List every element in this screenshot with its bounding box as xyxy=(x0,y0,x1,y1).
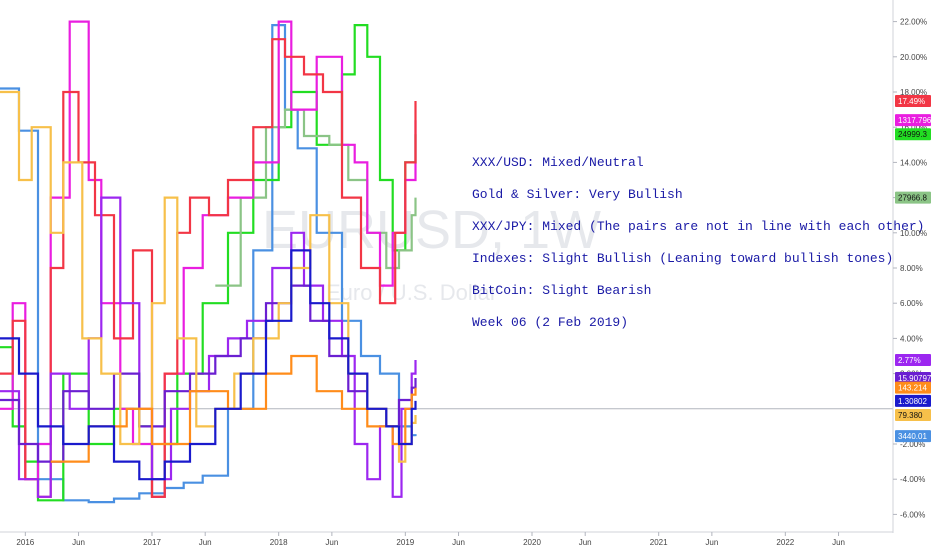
watermark-symbol: EURUSD, 1W xyxy=(262,200,601,260)
y-tick-label: 20.00% xyxy=(900,53,927,62)
price-badge: 1.30802 xyxy=(895,394,931,407)
annotation-line-3: XXX/JPY: Mixed (The pairs are not in lin… xyxy=(472,219,924,234)
price-badge-label: 3440.01 xyxy=(898,432,927,441)
price-badge: 79.380 xyxy=(895,408,931,421)
annotation-line-1: XXX/USD: Mixed/Neutral xyxy=(472,155,644,170)
price-badge: 3440.01 xyxy=(895,430,931,443)
price-badge-bg xyxy=(895,128,931,141)
price-badge-label: 1.30802 xyxy=(898,397,927,406)
annotation-line-4: Indexes: Slight Bullish (Leaning toward … xyxy=(472,251,893,266)
price-badge-label: 2.77% xyxy=(898,356,921,365)
y-tick-label: 6.00% xyxy=(900,299,923,308)
series-line-6 xyxy=(0,196,417,498)
price-badge: 15.90797 xyxy=(895,372,932,384)
price-badge-label: 15.90797 xyxy=(898,374,932,383)
y-tick-label: -2.00% xyxy=(900,440,925,449)
watermark-description: Euro / U.S. Dollar xyxy=(326,280,497,305)
x-tick-label: 2020 xyxy=(523,538,541,547)
price-badge-label: 24999.3 xyxy=(898,130,927,139)
price-badge: 143.214 xyxy=(895,381,931,394)
watermark: EURUSD, 1W Euro / U.S. Dollar xyxy=(262,200,601,305)
price-badge-bg xyxy=(895,354,931,367)
price-badge-bg xyxy=(895,191,931,204)
y-tick-label: 22.00% xyxy=(900,18,927,27)
annotation-line-5: BitCoin: Slight Bearish xyxy=(472,283,651,298)
x-tick-label: 2018 xyxy=(270,538,288,547)
annotation-block: XXX/USD: Mixed/Neutral Gold & Silver: Ver… xyxy=(472,155,924,330)
x-tick-label: Jun xyxy=(832,538,845,547)
price-badge: 1317.796 xyxy=(895,114,932,127)
series-line-9 xyxy=(50,354,417,463)
x-tick-label: Jun xyxy=(705,538,718,547)
price-badge-label: 17.49% xyxy=(898,97,925,106)
y-tick-label: 16.00% xyxy=(900,123,927,132)
price-badge: 17.49% xyxy=(895,94,931,107)
price-badges: 17.49% 1317.796 24999.3 27966.8 2.77% 15.9079… xyxy=(895,94,932,443)
price-badge-bg xyxy=(895,372,931,384)
price-badge: 24999.3 xyxy=(895,128,931,141)
annotation-line-2: Gold & Silver: Very Bullish xyxy=(472,187,683,202)
price-badge-label: 1317.796 xyxy=(898,116,932,125)
price-badge-label: 27966.8 xyxy=(898,194,927,203)
x-tick-label: 2017 xyxy=(143,538,161,547)
price-badge-bg xyxy=(895,430,931,443)
x-tick-label: Jun xyxy=(72,538,85,547)
price-badge-bg xyxy=(895,408,931,421)
price-badge-bg xyxy=(895,394,931,407)
x-tick-label: 2021 xyxy=(650,538,668,547)
time-axis[interactable]: 2016 Jun 2017 Jun 2018 Jun 2019 Jun 2020 Jun 2021 J… xyxy=(16,532,845,547)
price-badge-label: 143.214 xyxy=(898,384,927,393)
series-line-5 xyxy=(0,38,417,498)
plot-lines xyxy=(0,20,893,504)
x-tick-label: 2022 xyxy=(776,538,794,547)
x-tick-label: Jun xyxy=(325,538,338,547)
price-badge-label: 79.380 xyxy=(898,411,923,420)
y-tick-label: -4.00% xyxy=(900,475,925,484)
x-tick-label: 2019 xyxy=(396,538,414,547)
y-tick-label: 4.00% xyxy=(900,334,923,343)
y-tick-label: 8.00% xyxy=(900,264,923,273)
x-tick-label: 2016 xyxy=(16,538,34,547)
series-line-4 xyxy=(0,20,417,498)
y-tick-label: 14.00% xyxy=(900,158,927,167)
x-tick-label: Jun xyxy=(579,538,592,547)
price-badge-bg xyxy=(895,94,931,107)
x-tick-label: Jun xyxy=(452,538,465,547)
x-tick-label: Jun xyxy=(199,538,212,547)
price-badge: 27966.8 xyxy=(895,191,931,204)
y-tick-label: 10.00% xyxy=(900,229,927,238)
price-badge-bg xyxy=(895,381,931,394)
annotation-line-6: Week 06 (2 Feb 2019) xyxy=(472,315,628,330)
series-line-10 xyxy=(0,249,417,481)
price-badge: 2.77% xyxy=(895,354,931,367)
price-badge-bg xyxy=(895,114,931,127)
y-tick-label: 18.00% xyxy=(900,88,927,97)
y-tick-label: -6.00% xyxy=(900,510,925,519)
